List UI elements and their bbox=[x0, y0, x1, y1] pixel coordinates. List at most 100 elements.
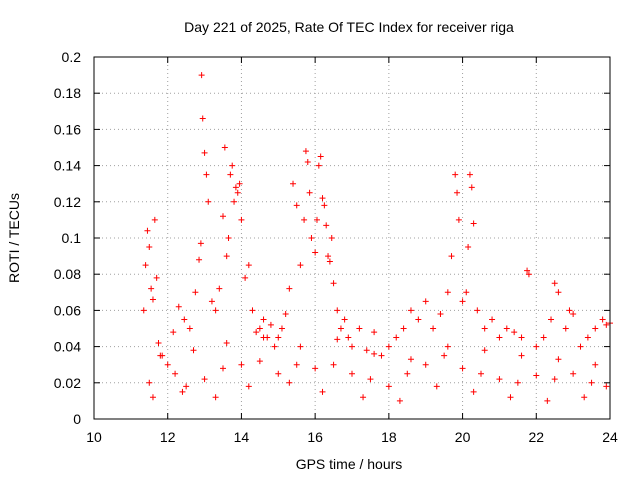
data-point bbox=[319, 195, 326, 202]
data-point bbox=[496, 376, 503, 383]
y-tick-label: 0 bbox=[73, 411, 81, 427]
data-point bbox=[157, 352, 164, 359]
y-tick-label: 0.18 bbox=[54, 85, 81, 101]
data-point bbox=[518, 334, 525, 341]
data-point bbox=[533, 343, 540, 350]
data-point bbox=[308, 235, 315, 241]
data-point bbox=[363, 347, 370, 354]
data-point bbox=[278, 325, 285, 332]
data-point bbox=[551, 280, 558, 287]
data-point bbox=[208, 298, 215, 305]
data-point bbox=[356, 325, 363, 332]
data-point bbox=[231, 198, 238, 205]
data-point bbox=[186, 325, 193, 332]
data-point bbox=[466, 171, 473, 178]
y-tick-label: 0.12 bbox=[54, 194, 81, 210]
x-tick-label: 16 bbox=[307, 429, 323, 445]
y-tick-label: 0.16 bbox=[54, 121, 81, 137]
data-point bbox=[249, 307, 256, 314]
data-point bbox=[349, 370, 355, 377]
y-tick-label: 0.08 bbox=[54, 266, 81, 282]
data-point bbox=[407, 307, 414, 314]
data-point bbox=[170, 329, 177, 336]
data-point bbox=[319, 388, 326, 395]
data-point bbox=[221, 144, 228, 151]
data-point bbox=[468, 184, 475, 191]
data-point bbox=[323, 222, 330, 229]
data-point bbox=[306, 189, 313, 196]
data-point bbox=[201, 376, 208, 383]
data-point bbox=[341, 316, 348, 323]
data-point bbox=[433, 383, 440, 390]
data-point bbox=[304, 158, 311, 165]
data-point bbox=[267, 321, 274, 328]
data-point bbox=[544, 397, 551, 404]
data-point bbox=[540, 334, 547, 341]
data-point bbox=[599, 316, 606, 323]
x-tick-label: 14 bbox=[234, 429, 250, 445]
data-point bbox=[334, 307, 341, 314]
data-point bbox=[551, 376, 558, 383]
data-point bbox=[326, 258, 333, 265]
data-point bbox=[592, 325, 599, 332]
data-point bbox=[146, 379, 153, 386]
data-point bbox=[212, 307, 219, 314]
chart-title: Day 221 of 2025, Rate Of TEC Index for r… bbox=[184, 19, 514, 35]
data-point bbox=[317, 153, 324, 160]
data-point bbox=[290, 180, 297, 187]
x-tick-label: 18 bbox=[381, 429, 397, 445]
data-point bbox=[514, 379, 521, 386]
y-tick-label: 0.06 bbox=[54, 302, 81, 318]
data-point bbox=[190, 347, 197, 354]
data-point bbox=[518, 352, 525, 359]
data-point bbox=[253, 329, 260, 336]
data-point bbox=[197, 240, 204, 247]
data-point bbox=[511, 329, 518, 336]
data-point bbox=[256, 325, 263, 332]
y-tick-label: 0.02 bbox=[54, 375, 81, 391]
data-point bbox=[181, 316, 188, 323]
data-point bbox=[345, 334, 352, 341]
x-tick-label: 10 bbox=[86, 429, 102, 445]
data-point bbox=[570, 311, 577, 318]
data-point bbox=[444, 343, 451, 350]
data-point bbox=[503, 325, 510, 332]
data-point bbox=[367, 376, 374, 383]
data-point bbox=[151, 216, 158, 223]
data-point bbox=[227, 171, 234, 178]
y-tick-label: 0.1 bbox=[62, 230, 82, 246]
data-point bbox=[220, 365, 226, 372]
data-point bbox=[293, 202, 300, 209]
data-point bbox=[334, 336, 341, 343]
data-point bbox=[566, 307, 573, 314]
data-point bbox=[144, 227, 151, 234]
data-point bbox=[430, 325, 437, 332]
y-tick-label: 0.2 bbox=[62, 49, 82, 65]
data-point bbox=[282, 311, 289, 318]
data-point bbox=[481, 347, 488, 354]
data-point bbox=[422, 298, 429, 305]
data-point bbox=[149, 394, 156, 401]
data-point bbox=[238, 216, 245, 223]
y-tick-label: 0.14 bbox=[54, 158, 81, 174]
data-point bbox=[232, 184, 239, 191]
data-point bbox=[371, 329, 378, 336]
data-point bbox=[223, 339, 230, 346]
data-point bbox=[478, 370, 484, 377]
data-point bbox=[330, 280, 337, 287]
data-point bbox=[146, 244, 153, 251]
data-point bbox=[603, 321, 610, 328]
data-point bbox=[360, 394, 367, 401]
data-point bbox=[415, 316, 422, 323]
data-point bbox=[448, 253, 455, 260]
data-point bbox=[524, 267, 531, 274]
data-point bbox=[275, 334, 282, 341]
data-point bbox=[525, 271, 532, 278]
data-point bbox=[459, 365, 466, 372]
data-point bbox=[203, 171, 210, 178]
data-point bbox=[470, 220, 477, 227]
data-point bbox=[155, 339, 162, 346]
data-point bbox=[198, 72, 205, 79]
x-tick-label: 22 bbox=[528, 429, 544, 445]
